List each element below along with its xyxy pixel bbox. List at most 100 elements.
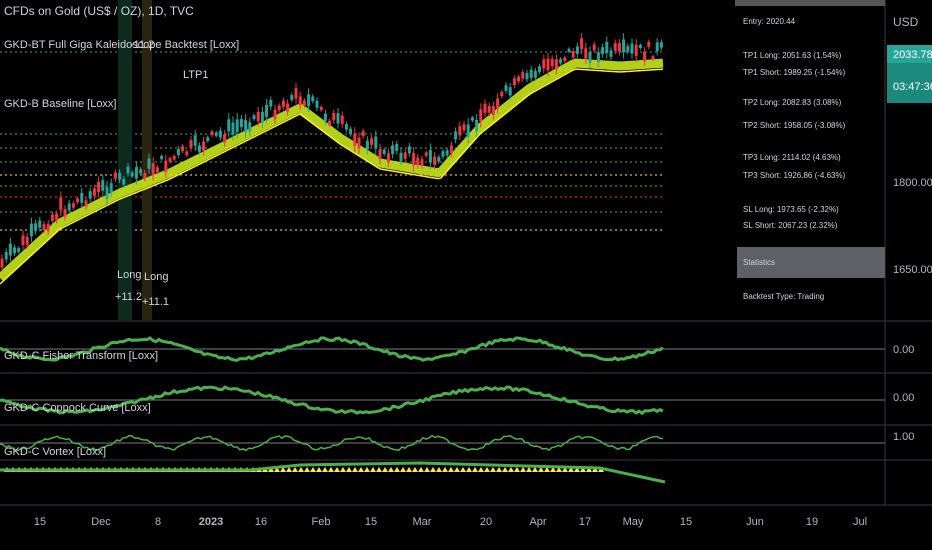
time-label: Apr (529, 516, 546, 528)
candle (155, 167, 159, 173)
candle (533, 71, 537, 78)
entry: Entry: 2020.44 (743, 17, 796, 26)
time-label: Feb (312, 516, 331, 528)
candle (508, 87, 512, 96)
candle (655, 42, 659, 52)
signal-arrow (538, 467, 544, 472)
signal-arrow (490, 467, 496, 472)
candle (323, 113, 327, 122)
candle (252, 115, 256, 120)
candle (475, 120, 479, 132)
candle (470, 117, 474, 121)
candle (214, 132, 218, 136)
oscillator (0, 336, 664, 362)
oscillator (0, 434, 664, 452)
candle (525, 73, 529, 80)
candle (185, 151, 189, 156)
target-level: TP2 Short: 1958.05 (-3.08%) (743, 121, 846, 130)
signal-arrow (400, 467, 406, 472)
signal-arrow (298, 467, 304, 472)
candle (294, 88, 298, 99)
panel-value: 0.00 (893, 392, 914, 404)
countdown-box (887, 63, 932, 103)
candle (365, 140, 369, 150)
candle (512, 78, 516, 85)
candle (84, 200, 88, 207)
signal-arrow (280, 467, 286, 472)
target-level: SL Long: 1973.65 (-2.32%) (743, 205, 839, 214)
signal-arrow (352, 467, 358, 472)
candle (479, 109, 483, 122)
signal-arrow (448, 467, 454, 472)
candle (29, 223, 33, 237)
candle (4, 252, 8, 260)
candle (559, 59, 563, 64)
time-label: 17 (579, 516, 591, 528)
candle (596, 52, 600, 63)
candle (239, 119, 243, 128)
signal-arrow (496, 467, 502, 472)
candle (386, 153, 390, 163)
signal-arrow (358, 467, 364, 472)
candle (80, 192, 84, 203)
candle (344, 124, 348, 130)
candle (130, 172, 134, 177)
candle (613, 43, 617, 51)
signal-arrow (364, 467, 370, 472)
stats-header (735, 0, 885, 6)
candle (626, 46, 630, 52)
signal-arrow (394, 467, 400, 472)
candle (277, 105, 281, 111)
candle (630, 43, 634, 54)
candle (407, 146, 411, 154)
panel-value: 1.00 (893, 431, 914, 443)
signal-arrow (430, 467, 436, 472)
last-price: 2033.78 (893, 49, 932, 61)
candle (483, 103, 487, 113)
candle (210, 131, 214, 136)
candle (101, 180, 105, 191)
candle (584, 48, 588, 59)
candle (164, 160, 168, 173)
candle (59, 197, 63, 210)
candle (357, 137, 361, 149)
candle (420, 159, 424, 166)
candle (332, 113, 336, 120)
stats-section (737, 247, 885, 278)
target-level: TP1 Short: 1989.25 (-1.54%) (743, 68, 846, 77)
candle (391, 145, 395, 155)
signal-arrow (478, 467, 484, 472)
signal-arrow (442, 467, 448, 472)
candle (134, 166, 138, 179)
candle (382, 149, 386, 155)
panel-value: 0.00 (893, 344, 914, 356)
candle (546, 58, 550, 71)
candle (651, 56, 655, 60)
candle (622, 39, 626, 53)
candle (412, 153, 416, 166)
candle (353, 133, 357, 146)
signal-arrow (436, 467, 442, 472)
candle (8, 243, 12, 256)
candle (143, 172, 147, 179)
candle (311, 96, 315, 102)
trade-label: Long (117, 269, 141, 281)
time-label: 15 (34, 516, 46, 528)
candle (46, 223, 50, 232)
signal-arrow (514, 467, 520, 472)
time-label: 15 (365, 516, 377, 528)
candle (76, 198, 80, 203)
candle (21, 235, 25, 246)
candle (374, 136, 378, 149)
candle (109, 183, 113, 193)
candle (437, 156, 441, 162)
candle (17, 248, 21, 252)
signal-arrow (304, 467, 310, 472)
candle (617, 43, 621, 52)
candle (445, 150, 449, 156)
signal-arrow (274, 467, 280, 472)
signal-arrow (472, 467, 478, 472)
signal-arrow (406, 467, 412, 472)
signal-arrow (370, 467, 376, 472)
